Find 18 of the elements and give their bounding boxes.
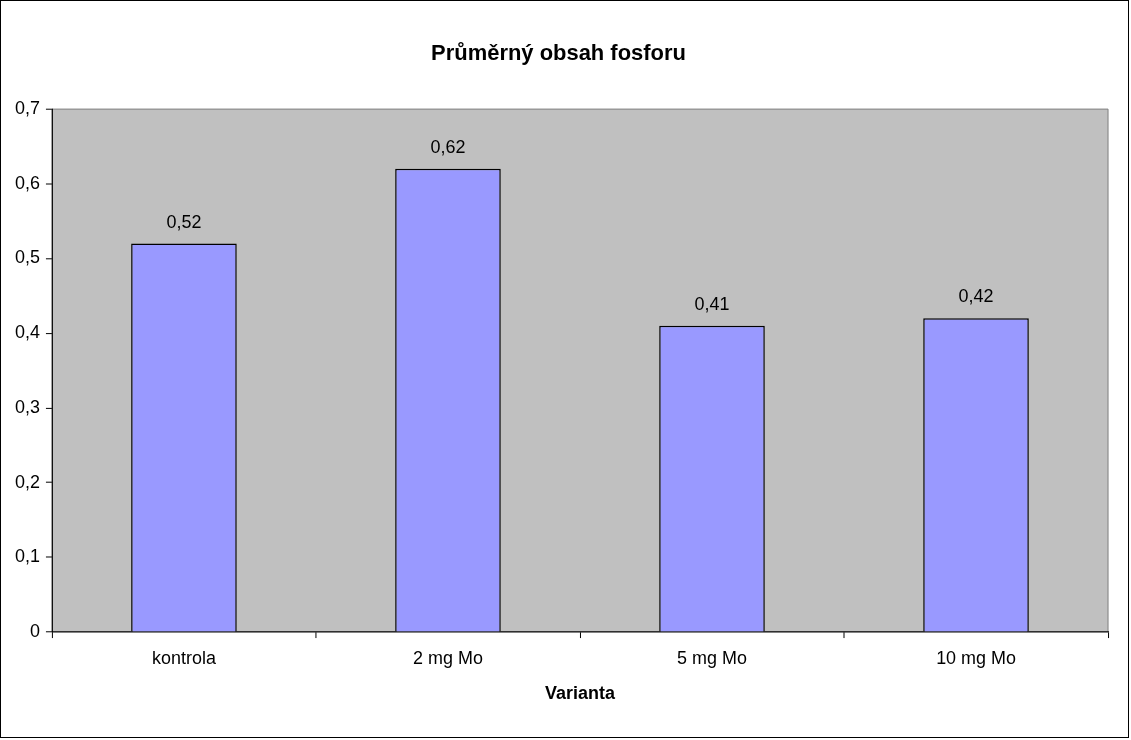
y-tick-label: 0 xyxy=(29,621,40,642)
y-tick-label: 0,7 xyxy=(15,98,40,119)
x-tick-label: 10 mg Mo xyxy=(936,647,1016,668)
chart-title: Průměrný obsah fosforu xyxy=(431,40,686,66)
data-label: 0,62 xyxy=(430,136,466,157)
y-tick-label: 0,1 xyxy=(15,546,40,567)
data-label: 0,52 xyxy=(166,211,202,232)
x-tick-label: 2 mg Mo xyxy=(413,647,483,668)
data-label: 0,41 xyxy=(694,293,730,314)
y-tick-label: 0,3 xyxy=(15,396,40,417)
y-tick-label: 0,2 xyxy=(15,471,40,492)
y-tick-label: 0,4 xyxy=(15,322,40,343)
x-tick-label: kontrola xyxy=(152,647,216,668)
x-tick-label: 5 mg Mo xyxy=(677,647,747,668)
y-tick-label: 0,5 xyxy=(15,247,40,268)
y-tick-label: 0,6 xyxy=(15,172,40,193)
data-label: 0,42 xyxy=(958,286,994,307)
x-axis-title: Varianta xyxy=(545,683,616,704)
